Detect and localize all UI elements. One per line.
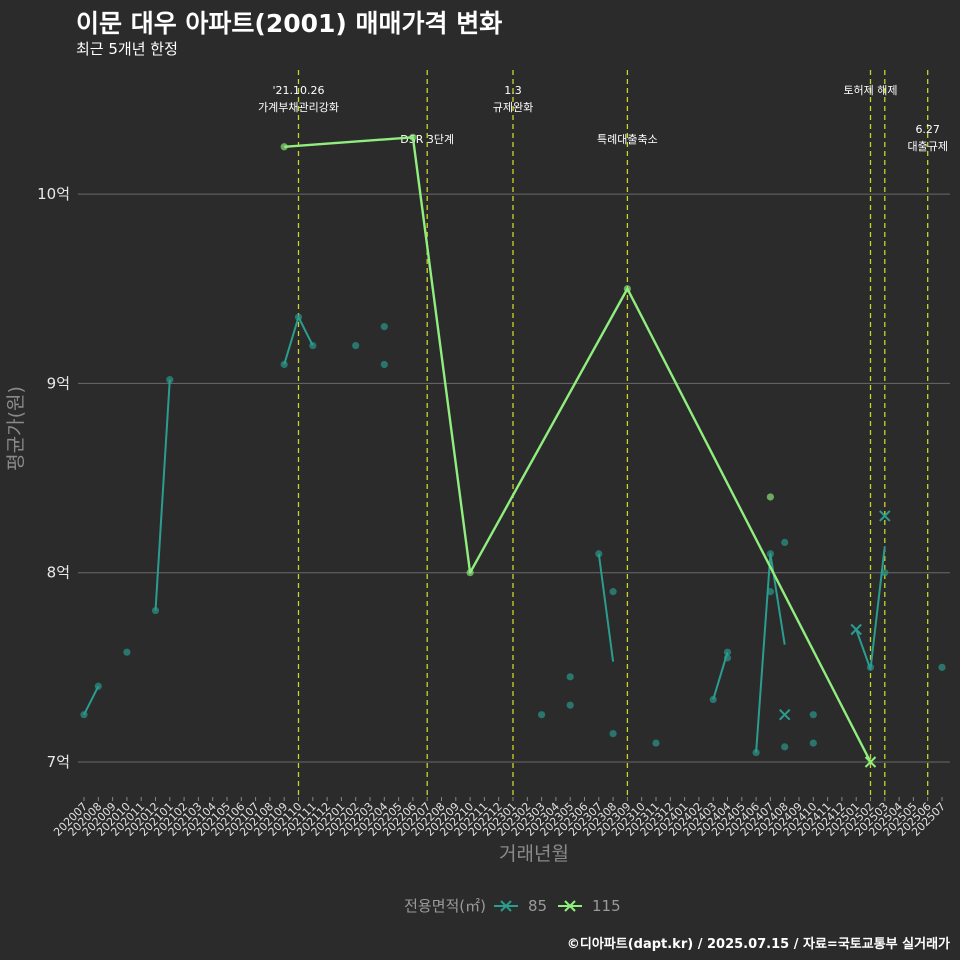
series-line-115 — [284, 136, 872, 763]
event-label: 토허제 해제 — [843, 83, 897, 97]
series-layer — [80, 133, 946, 768]
data-point-85 — [80, 711, 88, 719]
data-point-85 — [294, 313, 303, 321]
series-line-85 — [597, 553, 615, 662]
x-marker-85 — [778, 708, 791, 721]
data-point-85 — [352, 341, 360, 350]
series-line-85 — [83, 685, 100, 716]
data-point-85 — [866, 663, 875, 671]
x-marker-stroke — [778, 708, 791, 721]
data-point-115 — [466, 569, 474, 577]
data-point-115 — [766, 493, 775, 501]
series-85 — [80, 313, 946, 757]
x-marker-85 — [879, 510, 891, 522]
legend-key-cross — [564, 900, 576, 912]
y-axis-title: 평균가(원) — [5, 386, 27, 471]
legend: 전용면적(㎡) 85 115 — [404, 897, 621, 915]
event-label: 1.3 — [504, 84, 522, 97]
data-point-85 — [94, 682, 102, 690]
grid-layer — [78, 193, 950, 763]
event-label: 대출규제 — [907, 140, 947, 153]
data-point-85 — [652, 739, 660, 747]
data-point-85 — [709, 695, 717, 704]
chart-title: 이문 대우 아파트(2001) 매매가격 변화 — [76, 9, 503, 38]
x-marker-85 — [850, 623, 862, 636]
y-tick-label: 10억 — [37, 185, 70, 203]
data-point-85 — [881, 569, 889, 577]
data-point-85 — [151, 606, 160, 615]
data-point-85 — [566, 673, 574, 681]
legend-item-85[interactable]: 85 — [494, 897, 547, 915]
data-point-85 — [609, 730, 617, 738]
x-marker-stroke — [879, 510, 891, 522]
x-marker-115 — [864, 756, 877, 768]
legend-key-cross — [500, 900, 512, 912]
data-point-85 — [609, 588, 617, 596]
data-point-115 — [280, 143, 288, 151]
data-point-85 — [781, 538, 789, 547]
data-point-85 — [723, 654, 732, 662]
data-point-85 — [280, 360, 288, 369]
data-point-85 — [380, 323, 388, 331]
event-label: '21.10.26 — [272, 84, 324, 97]
data-point-85 — [166, 376, 174, 384]
data-point-85 — [938, 663, 946, 671]
data-point-85 — [766, 588, 775, 596]
data-point-85 — [809, 711, 817, 719]
y-tick-label: 9억 — [47, 374, 70, 392]
y-tick-label: 7억 — [47, 753, 70, 771]
legend-title: 전용면적(㎡) — [404, 897, 486, 915]
x-marker-stroke — [864, 756, 877, 768]
data-point-115 — [623, 285, 632, 293]
legend-item-115[interactable]: 115 — [558, 897, 621, 915]
series-115 — [280, 133, 877, 768]
data-point-85 — [781, 743, 789, 751]
x-marker-stroke — [850, 623, 862, 636]
event-label: 특례대출축소 — [597, 133, 658, 146]
event-label: 6.27 — [915, 123, 940, 136]
data-point-85 — [566, 701, 574, 709]
x-axis-title: 거래년월 — [499, 843, 569, 865]
chart-subtitle: 최근 5개년 한정 — [76, 40, 178, 58]
event-label: 규제완화 — [493, 101, 533, 114]
data-point-85 — [752, 748, 760, 757]
data-point-85 — [723, 648, 732, 656]
x-axis: 2020072020082020092020102020112020122021… — [51, 797, 948, 865]
event-label: 가계부채관리강화 — [258, 101, 339, 114]
data-point-85 — [595, 550, 603, 558]
data-point-85 — [766, 550, 775, 558]
data-point-115 — [409, 133, 417, 141]
data-point-85 — [538, 711, 546, 719]
legend-label: 115 — [592, 897, 621, 915]
event-label: DSR 3단계 — [400, 133, 454, 146]
data-point-85 — [380, 360, 388, 369]
data-point-85 — [123, 648, 131, 656]
series-line-85 — [755, 552, 786, 753]
data-point-85 — [309, 341, 317, 350]
series-line-85 — [154, 379, 171, 611]
source-caption: ©디아파트(dapt.kr) / 2025.07.15 / 자료=국토교통부 실… — [566, 937, 950, 952]
y-tick-label: 8억 — [47, 564, 70, 582]
data-point-85 — [809, 739, 817, 747]
legend-label: 85 — [528, 897, 547, 915]
